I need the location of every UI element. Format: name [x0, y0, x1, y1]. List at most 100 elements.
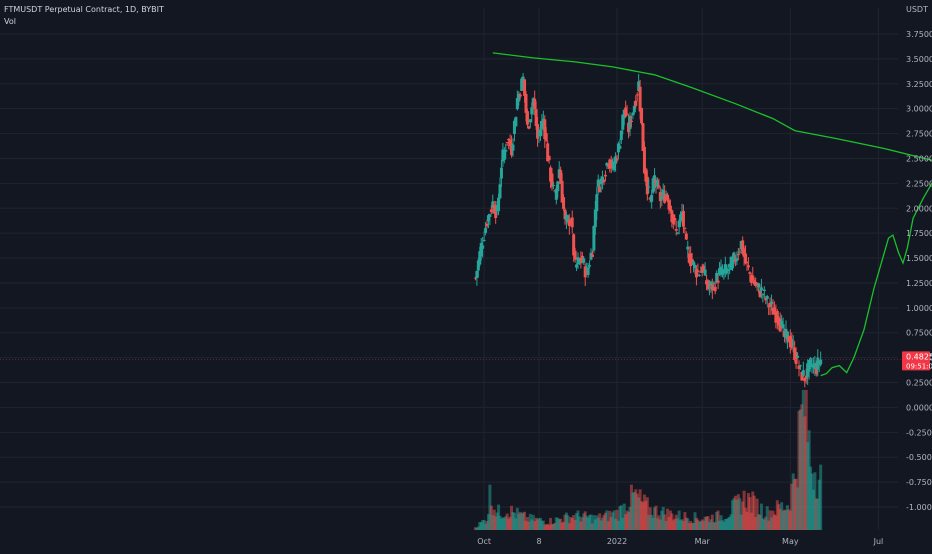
- drawing-line-2[interactable]: [820, 164, 932, 377]
- volume-bar: [549, 517, 553, 530]
- y-tick-label: -0.7500: [906, 478, 932, 487]
- candle-body: [507, 138, 511, 141]
- candle-body: [570, 217, 574, 228]
- current-price-badge: [902, 351, 930, 371]
- candle-body: [736, 254, 740, 256]
- volume-bar: [716, 510, 720, 530]
- y-tick-label: 1.2500: [906, 279, 932, 288]
- candle-body: [586, 267, 590, 276]
- volume-bar: [819, 464, 823, 530]
- candle-body: [735, 258, 739, 261]
- candle-body: [546, 143, 550, 162]
- candle-body: [547, 155, 551, 161]
- candle-body: [615, 158, 619, 161]
- candle-body: [525, 111, 529, 125]
- volume-indicator-label[interactable]: Vol: [4, 17, 16, 26]
- x-tick-label: Mar: [695, 537, 711, 546]
- candle-body: [494, 207, 498, 219]
- candle-body: [517, 93, 521, 102]
- candle-body: [772, 307, 776, 313]
- candle-body: [809, 358, 813, 368]
- candle-body: [609, 159, 613, 169]
- y-tick-label: 3.2500: [906, 80, 932, 89]
- candle-body: [560, 180, 564, 203]
- candle-body: [677, 220, 681, 228]
- candle-body: [631, 112, 635, 116]
- candle-body: [761, 294, 765, 296]
- candle-body: [817, 364, 821, 366]
- candle-body: [764, 297, 768, 301]
- candle-body: [530, 107, 534, 115]
- candle-body: [625, 113, 629, 115]
- candle-body: [696, 270, 700, 273]
- candle-body: [746, 265, 750, 268]
- candle-body: [602, 179, 606, 183]
- candle-body: [573, 250, 577, 260]
- candle-body: [681, 211, 685, 227]
- candle-body: [577, 258, 581, 264]
- candle-body: [759, 287, 763, 291]
- candle-body: [562, 197, 566, 209]
- candle-body: [590, 254, 594, 258]
- x-tick-label: Oct: [477, 537, 491, 546]
- candle-body: [768, 302, 772, 307]
- candle-body: [504, 149, 508, 152]
- candle-body: [479, 243, 483, 257]
- candle-body: [801, 370, 805, 376]
- candle-body: [518, 94, 522, 97]
- volume-bar: [645, 497, 649, 530]
- candle-body: [712, 282, 716, 284]
- candle-body: [485, 223, 489, 227]
- candle-body: [791, 343, 795, 345]
- candle-body: [664, 193, 668, 195]
- drawing-line-1[interactable]: [492, 52, 932, 188]
- candle-body: [816, 357, 820, 370]
- candle-body: [550, 173, 554, 187]
- candle-body: [497, 197, 501, 212]
- y-tick-label: -0.5000: [906, 453, 932, 462]
- x-tick-label: May: [782, 537, 799, 546]
- candle-body: [667, 200, 671, 210]
- y-tick-label: 1.0000: [906, 304, 932, 313]
- candle-body: [804, 375, 808, 379]
- candle-body: [515, 98, 519, 110]
- candle-body: [543, 119, 547, 140]
- candle-body: [505, 142, 509, 144]
- candle-body: [780, 320, 784, 326]
- current-price-value: 0.4825: [906, 352, 932, 361]
- candle-body: [556, 181, 560, 192]
- y-tick-label: 1.5000: [906, 254, 932, 263]
- candle-body: [603, 174, 607, 177]
- x-tick-label: 2022: [607, 537, 627, 546]
- candle-body: [582, 258, 586, 263]
- candle-body: [533, 98, 537, 110]
- candle-body: [775, 311, 779, 322]
- volume-bar: [615, 509, 619, 530]
- candle-body: [538, 129, 542, 137]
- candle-body: [720, 271, 724, 275]
- candle-body: [683, 227, 687, 229]
- candle-body: [534, 109, 538, 127]
- candle-body: [765, 296, 769, 299]
- candle-body: [686, 246, 690, 250]
- candle-body: [733, 259, 737, 262]
- symbol-title[interactable]: FTMUSDT Perpetual Contract, 1D, BYBIT: [4, 5, 164, 14]
- candle-body: [647, 186, 651, 188]
- candle-body: [621, 114, 625, 130]
- candle-body: [716, 280, 720, 283]
- candle-body: [628, 115, 632, 130]
- candle-body: [512, 120, 516, 134]
- candle-body: [583, 266, 587, 278]
- y-tick-label: 3.7500: [906, 30, 932, 39]
- candle-body: [697, 275, 701, 277]
- volume-bar: [589, 514, 593, 530]
- candle-body: [692, 261, 696, 266]
- candle-body: [554, 188, 558, 200]
- candle-body: [634, 100, 638, 106]
- candle-body: [618, 145, 622, 149]
- candle-body: [726, 269, 730, 272]
- candle-body: [797, 365, 801, 370]
- candle-body: [679, 214, 683, 221]
